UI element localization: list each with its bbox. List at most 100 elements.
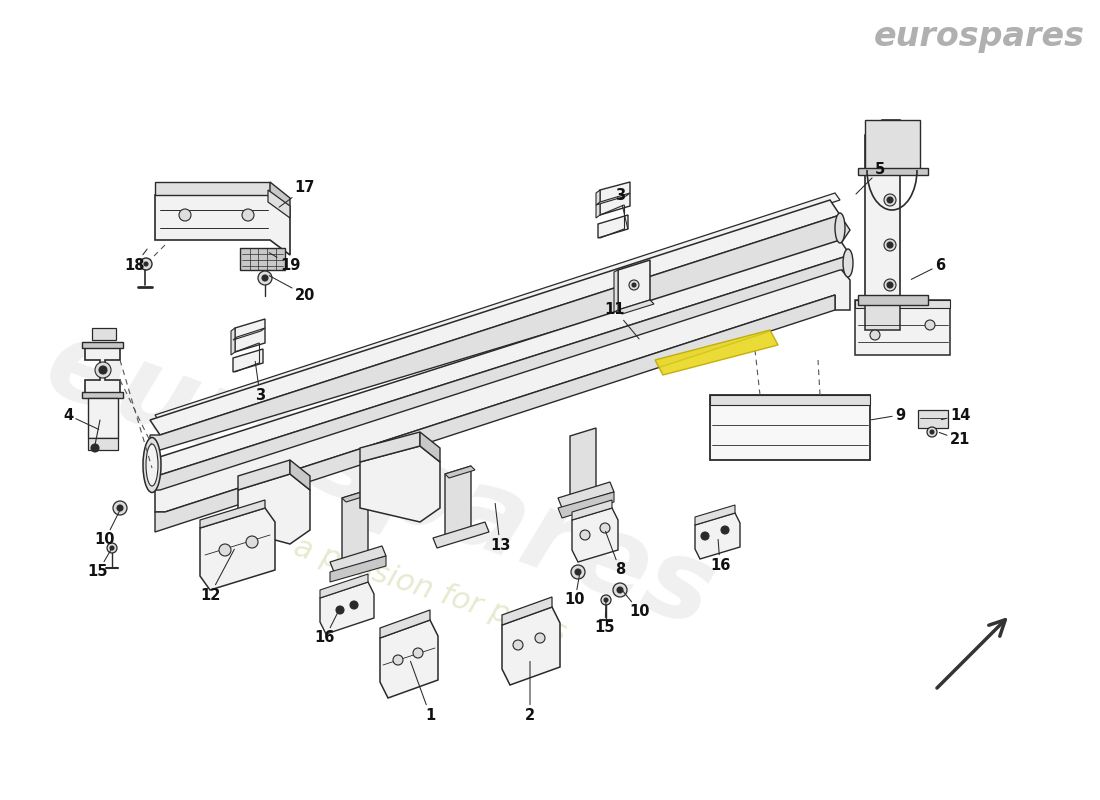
Circle shape bbox=[107, 543, 117, 553]
Polygon shape bbox=[88, 438, 118, 450]
Text: 1: 1 bbox=[410, 662, 436, 722]
Polygon shape bbox=[596, 193, 630, 205]
Polygon shape bbox=[695, 513, 740, 559]
Circle shape bbox=[575, 569, 581, 575]
Polygon shape bbox=[150, 215, 850, 450]
Polygon shape bbox=[572, 508, 618, 562]
Polygon shape bbox=[433, 522, 490, 548]
Polygon shape bbox=[150, 200, 840, 435]
Circle shape bbox=[930, 430, 934, 434]
Polygon shape bbox=[600, 182, 630, 215]
Text: 3: 3 bbox=[615, 187, 628, 229]
Circle shape bbox=[604, 598, 608, 602]
Circle shape bbox=[632, 283, 636, 287]
Polygon shape bbox=[155, 193, 840, 422]
Text: 6: 6 bbox=[911, 258, 945, 279]
Circle shape bbox=[870, 330, 880, 340]
Circle shape bbox=[258, 271, 272, 285]
Polygon shape bbox=[360, 432, 420, 462]
Polygon shape bbox=[155, 268, 850, 512]
Circle shape bbox=[350, 601, 358, 609]
Polygon shape bbox=[379, 610, 430, 638]
Circle shape bbox=[601, 595, 610, 605]
Polygon shape bbox=[231, 328, 235, 355]
Polygon shape bbox=[320, 582, 374, 634]
Text: 2: 2 bbox=[525, 662, 535, 722]
Circle shape bbox=[113, 501, 127, 515]
Text: 3: 3 bbox=[255, 362, 265, 402]
Polygon shape bbox=[238, 460, 290, 490]
Polygon shape bbox=[710, 395, 870, 460]
Polygon shape bbox=[865, 120, 920, 170]
Text: 16: 16 bbox=[315, 610, 340, 646]
Circle shape bbox=[884, 239, 896, 251]
Circle shape bbox=[580, 530, 590, 540]
Text: 13: 13 bbox=[490, 503, 510, 553]
Circle shape bbox=[613, 583, 627, 597]
Polygon shape bbox=[502, 597, 552, 625]
Circle shape bbox=[110, 546, 114, 550]
Text: 10: 10 bbox=[623, 591, 650, 619]
Polygon shape bbox=[865, 120, 920, 170]
Circle shape bbox=[884, 194, 896, 206]
Polygon shape bbox=[290, 460, 310, 490]
Polygon shape bbox=[596, 190, 600, 218]
Polygon shape bbox=[150, 450, 160, 475]
Circle shape bbox=[571, 565, 585, 579]
Circle shape bbox=[99, 366, 107, 374]
Polygon shape bbox=[420, 432, 440, 462]
Polygon shape bbox=[238, 474, 310, 544]
Polygon shape bbox=[85, 345, 120, 395]
Text: 18: 18 bbox=[124, 249, 147, 273]
Polygon shape bbox=[82, 392, 123, 398]
Polygon shape bbox=[240, 248, 285, 270]
Polygon shape bbox=[865, 300, 900, 330]
Circle shape bbox=[117, 505, 123, 511]
Circle shape bbox=[887, 242, 893, 248]
Polygon shape bbox=[654, 330, 778, 375]
Polygon shape bbox=[618, 300, 654, 314]
Text: 10: 10 bbox=[95, 511, 120, 547]
Polygon shape bbox=[155, 295, 835, 532]
Ellipse shape bbox=[843, 249, 852, 277]
Polygon shape bbox=[150, 255, 850, 490]
Polygon shape bbox=[330, 556, 386, 582]
Polygon shape bbox=[88, 398, 118, 438]
Circle shape bbox=[91, 444, 99, 452]
Circle shape bbox=[262, 275, 268, 281]
Polygon shape bbox=[233, 328, 265, 340]
Polygon shape bbox=[858, 168, 928, 175]
Text: 8: 8 bbox=[605, 531, 625, 578]
Circle shape bbox=[179, 209, 191, 221]
Circle shape bbox=[393, 655, 403, 665]
Polygon shape bbox=[558, 492, 614, 518]
Polygon shape bbox=[235, 319, 265, 352]
Text: 11: 11 bbox=[605, 302, 639, 339]
Text: eurospares: eurospares bbox=[32, 310, 728, 650]
Polygon shape bbox=[150, 240, 850, 475]
Polygon shape bbox=[858, 295, 928, 305]
Polygon shape bbox=[379, 620, 438, 698]
Text: 15: 15 bbox=[88, 550, 111, 579]
Polygon shape bbox=[618, 260, 650, 310]
Polygon shape bbox=[502, 607, 560, 685]
Circle shape bbox=[412, 648, 424, 658]
Text: 14: 14 bbox=[942, 407, 970, 422]
Circle shape bbox=[629, 280, 639, 290]
Ellipse shape bbox=[146, 444, 158, 486]
Polygon shape bbox=[855, 300, 950, 308]
Text: 10: 10 bbox=[564, 574, 585, 607]
Circle shape bbox=[246, 536, 258, 548]
Polygon shape bbox=[320, 574, 368, 598]
Text: 15: 15 bbox=[595, 602, 615, 635]
Polygon shape bbox=[446, 466, 475, 478]
Circle shape bbox=[927, 427, 937, 437]
Polygon shape bbox=[918, 410, 948, 428]
Polygon shape bbox=[570, 428, 596, 504]
Text: 5: 5 bbox=[856, 162, 886, 194]
Polygon shape bbox=[695, 505, 735, 525]
Circle shape bbox=[95, 362, 111, 378]
Polygon shape bbox=[572, 500, 612, 520]
Text: 21: 21 bbox=[939, 433, 970, 447]
Polygon shape bbox=[360, 446, 440, 522]
